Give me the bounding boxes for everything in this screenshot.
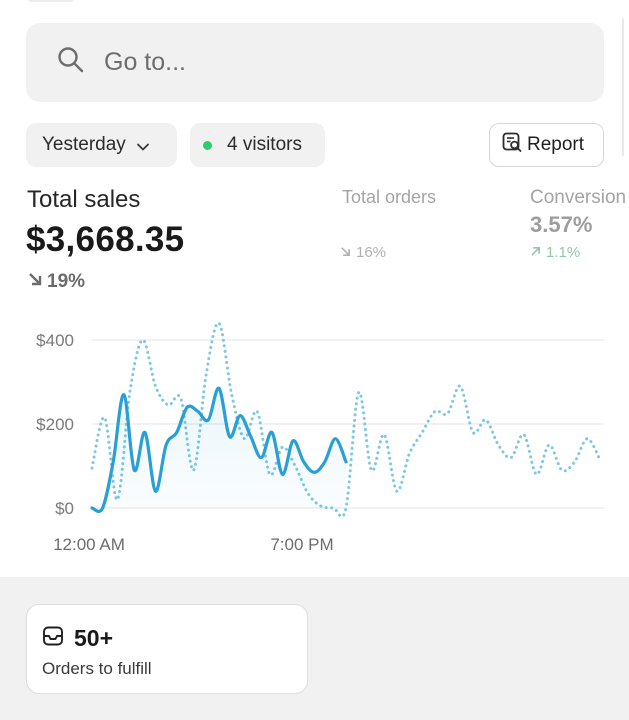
sales-chart[interactable]: $400 $200 $0 12:00 AM 7:00 PM (0, 310, 629, 570)
chevron-down-icon (136, 138, 150, 152)
visitors-label: 4 visitors (227, 134, 302, 155)
report-button[interactable]: Report (489, 123, 604, 167)
conversion-change-value: 1.1% (546, 244, 581, 261)
live-status-dot (203, 140, 212, 150)
total-sales-label: Total sales (27, 186, 141, 213)
scroll-edge (622, 18, 624, 156)
conversion-label: Conversion (530, 187, 627, 208)
arrow-down-right-icon (27, 271, 43, 293)
orders-to-fulfill-card[interactable]: 50+ Orders to fulfill (26, 604, 308, 694)
date-range-dropdown[interactable]: Yesterday (26, 123, 177, 167)
total-orders-label: Total orders (342, 187, 437, 207)
current-period-area (92, 388, 346, 512)
y-tick-label: $400 (36, 331, 74, 350)
total-sales-change: 19% (27, 271, 85, 293)
conversion-change: 1.1% (530, 244, 580, 261)
total-orders-change: 16% (340, 244, 386, 261)
x-tick-label: 12:00 AM (53, 535, 125, 554)
total-orders-change-value: 16% (356, 244, 387, 261)
y-tick-label: $200 (36, 415, 74, 434)
search-placeholder[interactable]: Go to... (104, 48, 186, 76)
x-tick-label: 7:00 PM (270, 535, 333, 554)
report-label: Report (527, 134, 585, 155)
arrow-up-right-icon (530, 244, 541, 261)
inbox-icon (42, 625, 74, 652)
date-range-label: Yesterday (42, 134, 126, 155)
live-visitors-button[interactable]: 4 visitors (190, 123, 325, 167)
y-tick-label: $0 (55, 499, 74, 518)
search-bar[interactable]: Go to... (26, 23, 604, 102)
report-icon (501, 131, 527, 159)
conversion-value: 3.57% (530, 212, 593, 237)
search-icon (56, 45, 86, 80)
total-sales-value: $3,668.35 (26, 220, 185, 259)
current-period-line (90, 386, 348, 513)
total-sales-change-value: 19% (47, 271, 86, 292)
top-tab-fragment (28, 0, 74, 2)
orders-to-fulfill-label: Orders to fulfill (42, 659, 152, 678)
orders-to-fulfill-count: 50+ (74, 625, 114, 651)
arrow-down-right-icon (340, 244, 351, 261)
